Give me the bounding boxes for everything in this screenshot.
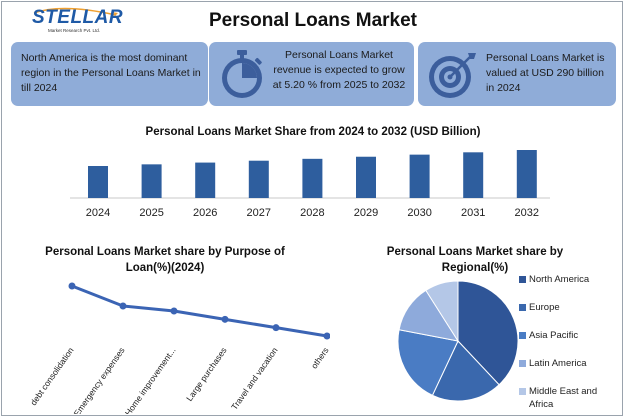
line-tick-label: Home improvement...: [123, 345, 178, 414]
bar-tick-label: 2024: [86, 207, 110, 219]
logo-swoosh-icon: [33, 7, 118, 16]
legend-swatch: [519, 388, 526, 395]
line-point: [221, 315, 229, 323]
logo: STELLAR Market Research Pvt. Ltd.: [32, 7, 124, 37]
line-tick-label: Emergency expenses: [72, 345, 127, 414]
bar-tick-label: 2028: [300, 207, 324, 219]
bar-tick-label: 2027: [247, 207, 271, 219]
legend-swatch: [519, 332, 526, 339]
bar-chart-title: Personal Loans Market Share from 2024 to…: [145, 126, 481, 138]
bar: [356, 156, 376, 198]
pie-slice: [397, 329, 459, 396]
line-point: [119, 302, 127, 310]
line-tick-label: others: [309, 345, 330, 370]
line-point: [68, 282, 76, 290]
legend-label: Europe: [529, 302, 560, 313]
legend-label: Latin America: [529, 358, 587, 369]
pie-slice: [457, 280, 519, 386]
line-point: [272, 324, 280, 332]
bar-tick-label: 2031: [461, 207, 485, 219]
bar-tick-label: 2025: [139, 207, 163, 219]
line-tick-label: Large purchases: [184, 345, 229, 403]
page-title: Personal Loans Market: [208, 10, 418, 31]
card-text: Personal Loans Market is valued at USD 2…: [486, 52, 605, 94]
bar-tick-label: 2029: [354, 207, 378, 219]
legend-swatch: [519, 276, 526, 283]
legend-swatch: [519, 304, 526, 311]
line-tick-label: debt consolidation: [30, 345, 76, 407]
stopwatch-icon: [222, 50, 262, 98]
legend-label: Asia Pacific: [529, 330, 579, 341]
card-text: North America is the most dominant regio…: [21, 52, 201, 94]
legend-label: North America: [529, 274, 590, 285]
logo-name: STELLAR: [32, 7, 124, 28]
bar-chart: 2024 2025 2026 2027 2028 2029 2030 2031 2032: [70, 150, 550, 219]
info-card-region: North America is the most dominant regio…: [11, 42, 208, 106]
pie-slice: [425, 280, 459, 343]
bar: [88, 166, 108, 198]
bar: [248, 160, 269, 198]
bar: [195, 162, 216, 198]
pie-slice: [431, 340, 500, 402]
bar: [409, 154, 430, 198]
pie-chart-title: Personal Loans Market share by Regional(…: [386, 246, 564, 274]
pie-chart: [397, 280, 519, 402]
bar-tick-label: 2032: [515, 207, 539, 219]
info-card-value: Personal Loans Market is valued at USD 2…: [418, 42, 616, 106]
line-point: [323, 332, 330, 340]
bar: [302, 158, 323, 198]
bar-tick-label: 2030: [407, 207, 431, 219]
logo-tagline: Market Research Pvt. Ltd.: [48, 28, 101, 33]
line-point: [170, 307, 178, 315]
bar: [463, 152, 484, 198]
line-series: [71, 284, 328, 338]
bar-tick-label: 2026: [193, 207, 217, 219]
line-tick-label: Travel and vacation: [229, 345, 280, 411]
legend-label: Middle East and Africa: [529, 386, 598, 410]
bar: [141, 164, 162, 198]
legend-swatch: [519, 360, 526, 367]
target-icon: [429, 53, 476, 98]
info-card-growth: Personal Loans Market revenue is expecte…: [209, 42, 414, 106]
card-text: Personal Loans Market revenue is expecte…: [272, 49, 406, 91]
line-chart-title: Personal Loans Market share by Purpose o…: [45, 246, 285, 274]
bar: [516, 150, 537, 198]
